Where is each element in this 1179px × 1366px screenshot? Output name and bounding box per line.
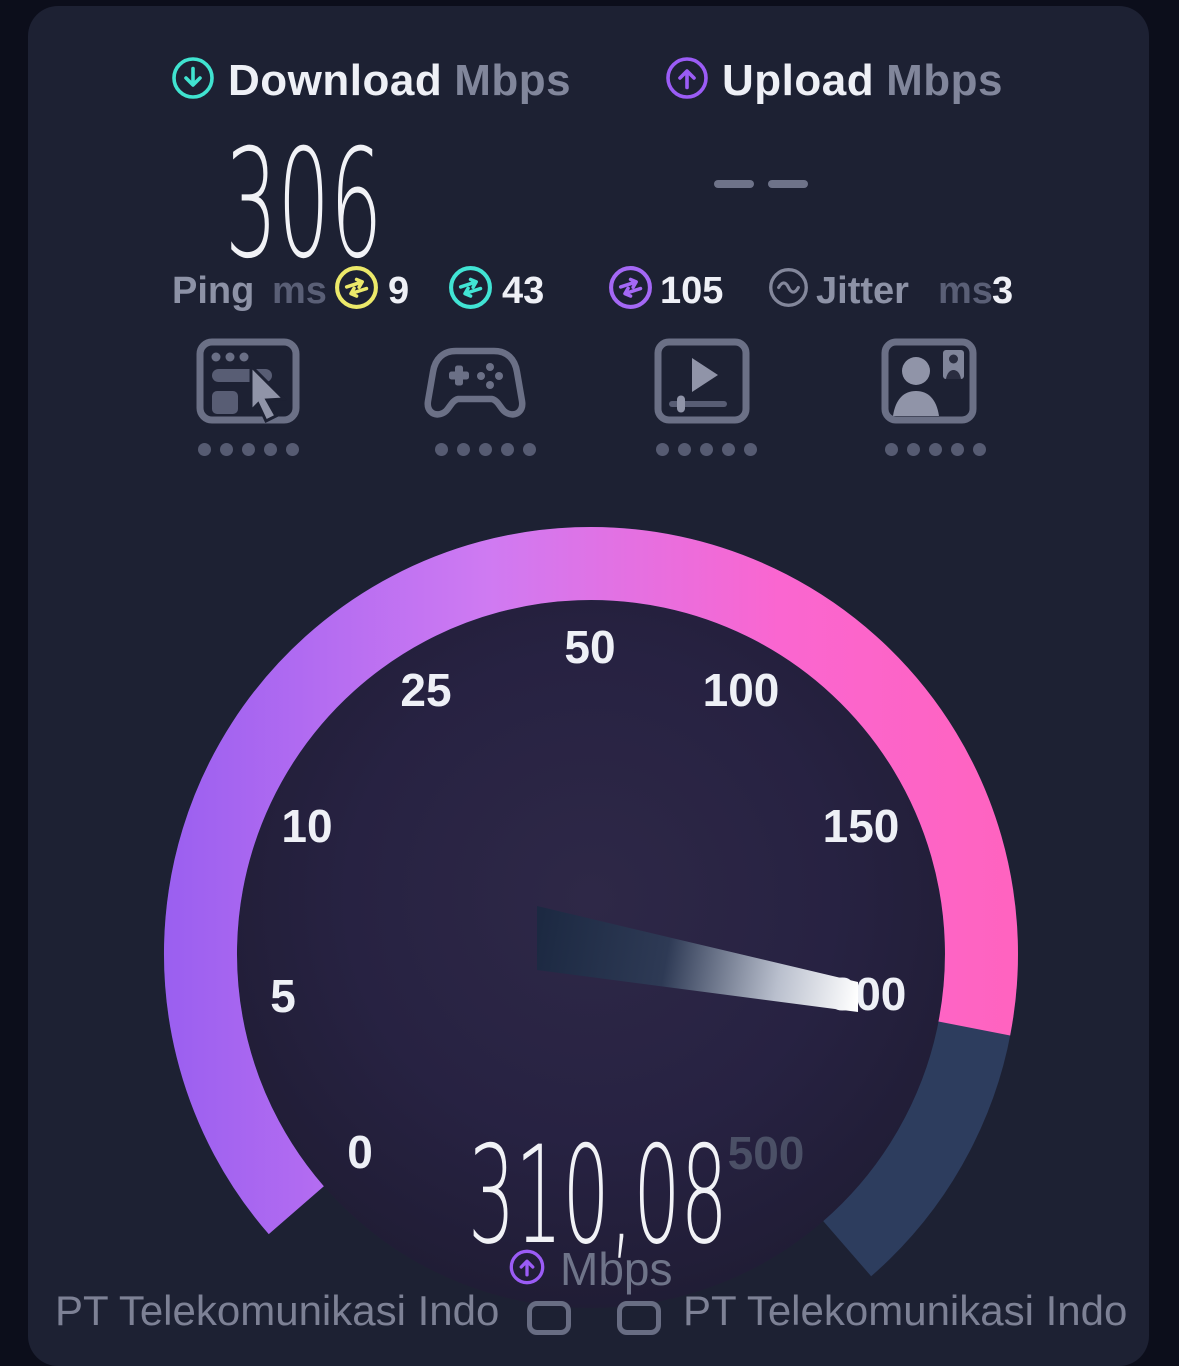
rating-dot — [286, 443, 299, 456]
current-speed-unit: Mbps — [560, 1243, 673, 1295]
rating-dot — [678, 443, 691, 456]
rating-dot — [523, 443, 536, 456]
upload-value-placeholder — [714, 180, 808, 188]
download-icon — [170, 55, 216, 106]
download-label: Download — [228, 55, 443, 105]
placeholder-dash — [768, 180, 808, 188]
ping-unit: ms — [272, 270, 327, 312]
rating-dot — [457, 443, 470, 456]
activity-dots — [885, 443, 986, 456]
current-speed-value: 310,08 — [468, 1117, 728, 1274]
jitter-icon — [767, 266, 810, 314]
upload-unit: Mbps — [886, 55, 1003, 105]
result-box-icon — [617, 1301, 661, 1335]
download-value: 306 — [225, 118, 383, 292]
idle-latency-icon — [333, 264, 380, 316]
download-header: Download Mbps — [170, 55, 571, 106]
upload-header: Upload Mbps — [664, 55, 1003, 106]
rating-dot — [929, 443, 942, 456]
placeholder-dash — [714, 180, 754, 188]
activity-browsing[interactable] — [196, 338, 300, 456]
activity-dots — [198, 443, 300, 456]
upload-latency-icon — [607, 264, 654, 316]
jitter-label: Jitter — [816, 270, 909, 312]
rating-dot — [973, 443, 986, 456]
rating-dot — [700, 443, 713, 456]
result-box-icon — [527, 1301, 571, 1335]
rating-dot — [885, 443, 898, 456]
rating-dot — [198, 443, 211, 456]
current-speed-unit-row: Mbps — [508, 1242, 672, 1296]
ping-label: Ping — [172, 270, 255, 312]
gaming-icon — [423, 347, 527, 434]
rating-dot — [951, 443, 964, 456]
isp-row-left[interactable]: PT Telekomunikasi Indo — [55, 1287, 500, 1334]
video-chat-icon — [877, 338, 981, 434]
rating-dot — [722, 443, 735, 456]
isp-row-right[interactable]: PT Telekomunikasi Indo — [683, 1287, 1128, 1334]
activity-streaming[interactable] — [650, 338, 757, 456]
rating-dot — [435, 443, 448, 456]
activity-dots — [656, 443, 757, 456]
download-unit: Mbps — [454, 55, 572, 105]
rating-dot — [501, 443, 514, 456]
activity-dots — [435, 443, 536, 456]
upload-icon — [664, 55, 710, 106]
upload-phase-icon — [508, 1248, 546, 1291]
upload-label: Upload — [722, 55, 875, 105]
download-latency-value: 43 — [502, 270, 545, 312]
streaming-icon — [650, 338, 754, 434]
rating-dot — [220, 443, 233, 456]
idle-latency-value: 9 — [388, 270, 410, 312]
rating-dot — [242, 443, 255, 456]
browsing-icon — [196, 338, 300, 434]
activity-gaming[interactable] — [423, 338, 536, 456]
rating-dot — [744, 443, 757, 456]
download-latency-icon — [447, 264, 494, 316]
jitter-unit: ms — [938, 270, 993, 312]
upload-latency-value: 105 — [660, 270, 724, 312]
rating-dot — [264, 443, 277, 456]
rating-dot — [907, 443, 920, 456]
jitter-value: 3 — [992, 270, 1014, 312]
rating-dot — [479, 443, 492, 456]
activity-video-chat[interactable] — [877, 338, 986, 456]
rating-dot — [656, 443, 669, 456]
